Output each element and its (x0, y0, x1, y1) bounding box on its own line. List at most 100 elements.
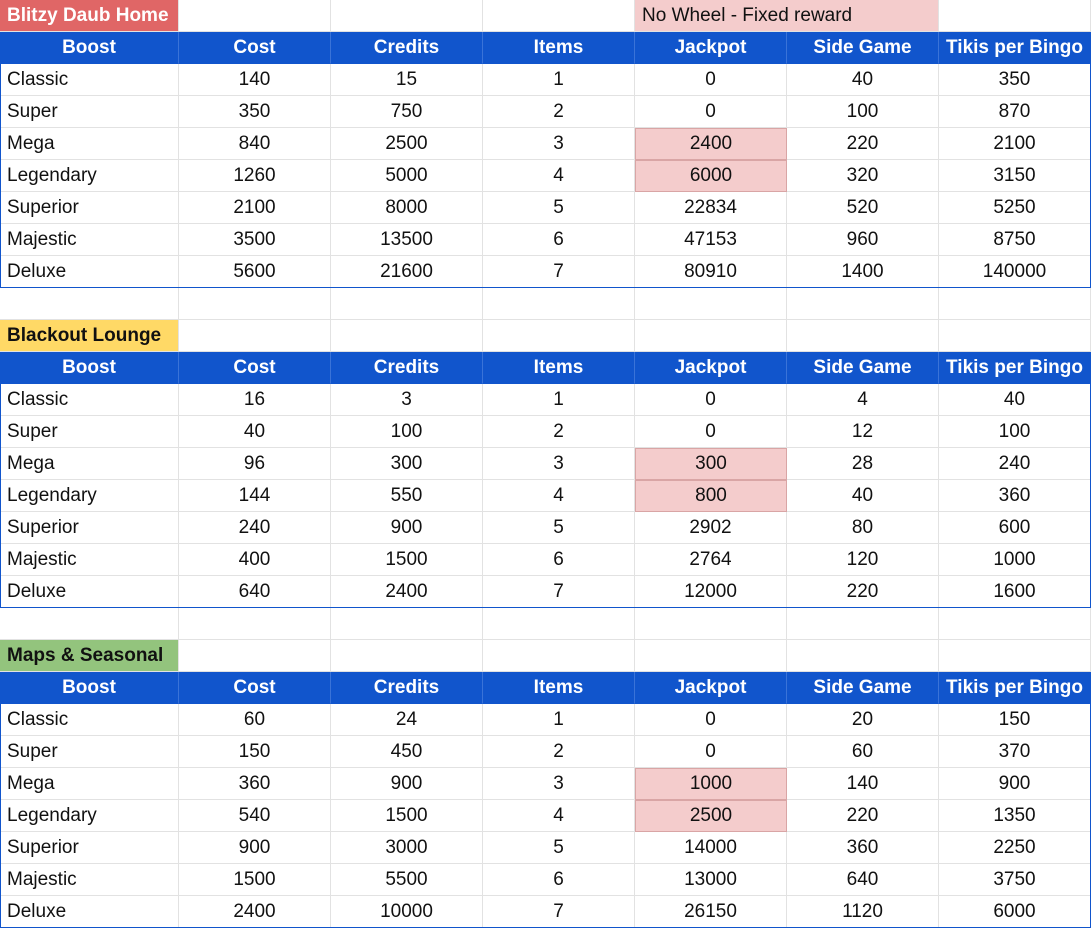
cell-items[interactable]: 4 (483, 800, 635, 832)
cell-jackpot[interactable]: 2400 (635, 128, 787, 160)
cell-tikis-per-bingo[interactable]: 150 (939, 704, 1091, 736)
column-header-credits[interactable]: Credits (331, 32, 483, 64)
cell-jackpot[interactable]: 2500 (635, 800, 787, 832)
cell-cost[interactable]: 2100 (179, 192, 331, 224)
cell-cost[interactable]: 1500 (179, 864, 331, 896)
empty-cell[interactable] (483, 0, 635, 32)
cell-tikis-per-bingo[interactable]: 1000 (939, 544, 1091, 576)
column-header-tikis-per-bingo[interactable]: Tikis per Bingo (939, 672, 1091, 704)
cell-side-game[interactable]: 320 (787, 160, 939, 192)
cell-side-game[interactable]: 1120 (787, 896, 939, 928)
cell-tikis-per-bingo[interactable]: 360 (939, 480, 1091, 512)
boost-name-cell[interactable]: Super (0, 416, 179, 448)
cell-tikis-per-bingo[interactable]: 350 (939, 64, 1091, 96)
empty-cell[interactable] (635, 320, 787, 352)
boost-name-cell[interactable]: Classic (0, 384, 179, 416)
cell-tikis-per-bingo[interactable]: 900 (939, 768, 1091, 800)
cell-cost[interactable]: 900 (179, 832, 331, 864)
cell-jackpot[interactable]: 13000 (635, 864, 787, 896)
cell-tikis-per-bingo[interactable]: 370 (939, 736, 1091, 768)
cell-tikis-per-bingo[interactable]: 3150 (939, 160, 1091, 192)
cell-side-game[interactable]: 960 (787, 224, 939, 256)
cell-items[interactable]: 7 (483, 256, 635, 288)
column-header-cost[interactable]: Cost (179, 32, 331, 64)
boost-name-cell[interactable]: Deluxe (0, 576, 179, 608)
cell-items[interactable]: 3 (483, 768, 635, 800)
cell-tikis-per-bingo[interactable]: 600 (939, 512, 1091, 544)
cell-cost[interactable]: 400 (179, 544, 331, 576)
empty-cell[interactable] (0, 288, 179, 320)
cell-cost[interactable]: 540 (179, 800, 331, 832)
cell-credits[interactable]: 750 (331, 96, 483, 128)
cell-credits[interactable]: 3 (331, 384, 483, 416)
cell-jackpot[interactable]: 12000 (635, 576, 787, 608)
cell-tikis-per-bingo[interactable]: 2100 (939, 128, 1091, 160)
empty-cell[interactable] (179, 288, 331, 320)
cell-jackpot[interactable]: 0 (635, 736, 787, 768)
boost-name-cell[interactable]: Majestic (0, 544, 179, 576)
cell-jackpot[interactable]: 14000 (635, 832, 787, 864)
cell-items[interactable]: 6 (483, 864, 635, 896)
empty-cell[interactable] (483, 288, 635, 320)
cell-side-game[interactable]: 12 (787, 416, 939, 448)
cell-side-game[interactable]: 360 (787, 832, 939, 864)
cell-items[interactable]: 4 (483, 160, 635, 192)
empty-cell[interactable] (483, 320, 635, 352)
cell-items[interactable]: 3 (483, 128, 635, 160)
cell-items[interactable]: 5 (483, 512, 635, 544)
cell-cost[interactable]: 360 (179, 768, 331, 800)
boost-name-cell[interactable]: Mega (0, 448, 179, 480)
empty-cell[interactable] (635, 608, 787, 640)
cell-credits[interactable]: 24 (331, 704, 483, 736)
cell-jackpot[interactable]: 0 (635, 384, 787, 416)
boost-name-cell[interactable]: Legendary (0, 160, 179, 192)
empty-cell[interactable] (179, 608, 331, 640)
column-header-side-game[interactable]: Side Game (787, 352, 939, 384)
cell-items[interactable]: 2 (483, 96, 635, 128)
cell-cost[interactable]: 150 (179, 736, 331, 768)
empty-cell[interactable] (939, 320, 1091, 352)
cell-credits[interactable]: 2400 (331, 576, 483, 608)
cell-credits[interactable]: 1500 (331, 544, 483, 576)
boost-name-cell[interactable]: Super (0, 96, 179, 128)
empty-cell[interactable] (331, 608, 483, 640)
column-header-items[interactable]: Items (483, 672, 635, 704)
column-header-jackpot[interactable]: Jackpot (635, 672, 787, 704)
cell-items[interactable]: 3 (483, 448, 635, 480)
column-header-tikis-per-bingo[interactable]: Tikis per Bingo (939, 352, 1091, 384)
column-header-tikis-per-bingo[interactable]: Tikis per Bingo (939, 32, 1091, 64)
cell-jackpot[interactable]: 0 (635, 96, 787, 128)
column-header-cost[interactable]: Cost (179, 352, 331, 384)
cell-cost[interactable]: 144 (179, 480, 331, 512)
cell-side-game[interactable]: 60 (787, 736, 939, 768)
cell-tikis-per-bingo[interactable]: 100 (939, 416, 1091, 448)
cell-jackpot[interactable]: 2902 (635, 512, 787, 544)
cell-tikis-per-bingo[interactable]: 5250 (939, 192, 1091, 224)
cell-side-game[interactable]: 120 (787, 544, 939, 576)
cell-cost[interactable]: 3500 (179, 224, 331, 256)
cell-side-game[interactable]: 220 (787, 128, 939, 160)
cell-items[interactable]: 1 (483, 64, 635, 96)
cell-tikis-per-bingo[interactable]: 240 (939, 448, 1091, 480)
column-header-side-game[interactable]: Side Game (787, 32, 939, 64)
cell-items[interactable]: 5 (483, 192, 635, 224)
cell-credits[interactable]: 5500 (331, 864, 483, 896)
cell-jackpot[interactable]: 26150 (635, 896, 787, 928)
empty-cell[interactable] (483, 640, 635, 672)
boost-name-cell[interactable]: Superior (0, 512, 179, 544)
cell-tikis-per-bingo[interactable]: 140000 (939, 256, 1091, 288)
cell-tikis-per-bingo[interactable]: 1600 (939, 576, 1091, 608)
cell-cost[interactable]: 140 (179, 64, 331, 96)
cell-side-game[interactable]: 640 (787, 864, 939, 896)
legend-note[interactable]: No Wheel - Fixed reward (635, 0, 939, 32)
cell-credits[interactable]: 21600 (331, 256, 483, 288)
empty-cell[interactable] (635, 640, 787, 672)
section-title[interactable]: Blackout Lounge (0, 320, 179, 352)
empty-cell[interactable] (787, 288, 939, 320)
boost-name-cell[interactable]: Mega (0, 768, 179, 800)
cell-side-game[interactable]: 28 (787, 448, 939, 480)
cell-cost[interactable]: 640 (179, 576, 331, 608)
empty-cell[interactable] (331, 640, 483, 672)
cell-credits[interactable]: 3000 (331, 832, 483, 864)
cell-credits[interactable]: 8000 (331, 192, 483, 224)
